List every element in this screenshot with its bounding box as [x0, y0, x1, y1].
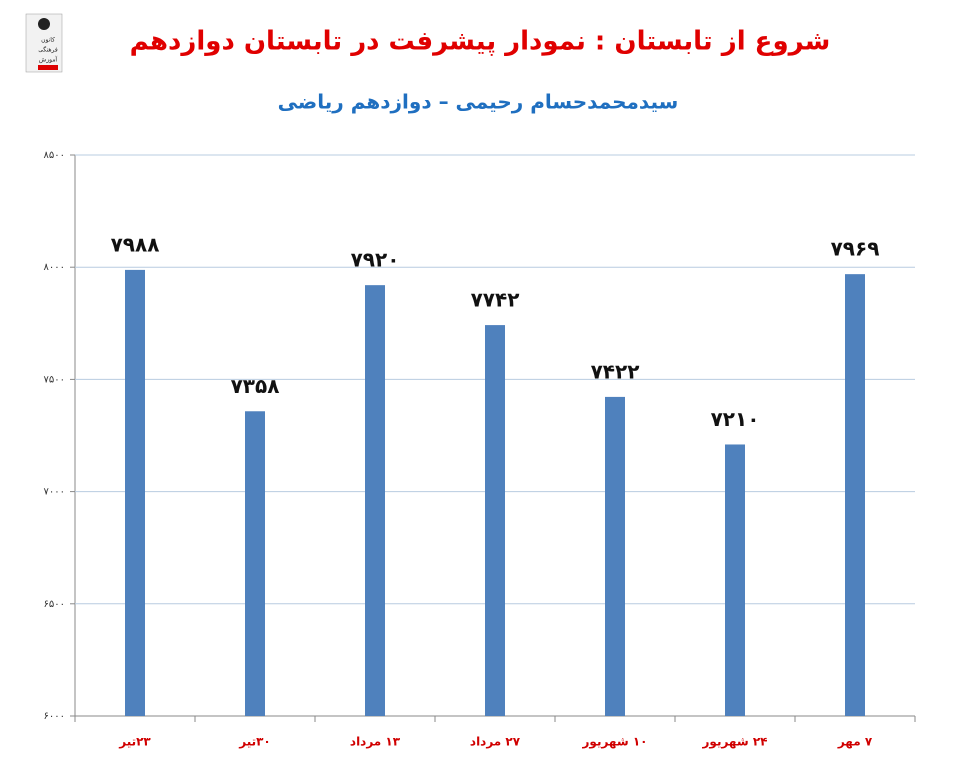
data-label: ۷۴۲۲	[591, 359, 640, 383]
y-tick-label: ۸۵۰۰	[44, 150, 65, 161]
x-tick-label: ۲۷ مرداد	[470, 735, 521, 749]
chart-title: شروع از تابستان : نمودار پیشرفت در تابست…	[130, 27, 831, 57]
x-tick-label: ۳۰تیر	[238, 735, 271, 749]
y-tick-label: ۶۰۰۰	[44, 711, 65, 722]
data-label: ۷۹۶۹	[831, 237, 880, 261]
chart-subtitle: سیدمحمدحسام رحیمی – دوازدهم ریاضی	[278, 90, 679, 114]
x-tick-label: ۲۳تیر	[118, 735, 151, 749]
logo-text: فرهنگی	[38, 46, 58, 54]
bar	[125, 269, 145, 716]
bar	[365, 285, 385, 716]
data-label: ۷۹۲۰	[351, 248, 400, 272]
data-label: ۷۷۴۲	[471, 288, 520, 312]
data-label: ۷۳۵۸	[231, 374, 280, 398]
logo-text: کانون	[41, 37, 55, 44]
y-tick-label: ۷۰۰۰	[44, 487, 65, 498]
y-tick-label: ۷۵۰۰	[44, 374, 65, 385]
logo-bar	[38, 65, 58, 70]
logo-text: آموزش	[39, 55, 58, 64]
x-tick-label: ۲۴ شهریور	[702, 735, 768, 750]
y-tick-label: ۸۰۰۰	[44, 262, 65, 273]
x-tick-label: ۱۳ مرداد	[350, 735, 401, 749]
x-tick-label: ۷ مهر	[837, 735, 873, 749]
bar	[725, 444, 745, 716]
data-label: ۷۲۱۰	[711, 407, 760, 431]
y-tick-label: ۶۵۰۰	[44, 599, 65, 610]
logo: کانون فرهنگی آموزش	[25, 13, 63, 73]
data-label: ۷۹۸۸	[111, 232, 160, 256]
x-tick-label: ۱۰ شهریور	[582, 735, 648, 750]
bar	[245, 411, 265, 716]
bar	[605, 396, 625, 716]
logo-icon	[38, 18, 50, 30]
bar	[845, 274, 865, 716]
bar	[485, 325, 505, 716]
